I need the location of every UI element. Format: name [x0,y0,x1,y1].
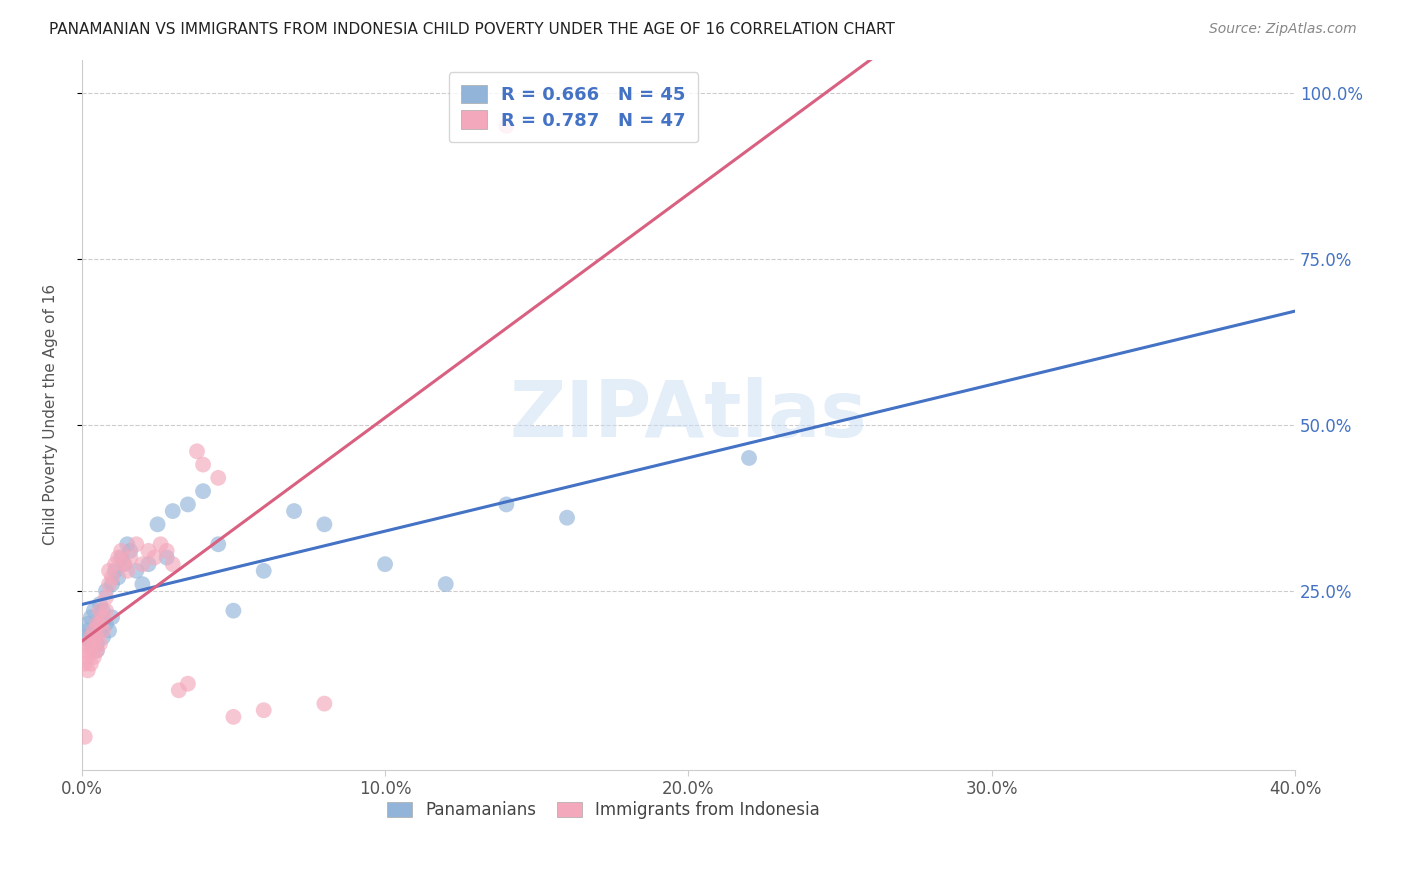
Point [112,557,135,571]
Point [104,564,127,578]
Point [143,550,166,565]
Text: ZIPAtlas: ZIPAtlas [509,376,868,453]
Point [191,458,214,472]
Point [73,630,96,644]
Point [138,544,160,558]
Point [125,564,148,578]
Point [80,630,103,644]
Point [167,683,190,698]
Point [80,630,103,644]
Point [83,604,105,618]
Point [98,564,121,578]
Point [314,517,336,532]
Point [222,604,245,618]
Point [98,577,121,591]
Point [83,624,105,638]
Point [107,570,129,584]
Point [89,637,111,651]
Point [156,550,179,565]
Point [80,657,103,671]
Point [115,537,138,551]
Point [80,637,103,651]
Point [76,650,98,665]
Point [177,676,200,690]
Point [76,637,98,651]
Legend: Panamanians, Immigrants from Indonesia: Panamanians, Immigrants from Indonesia [381,794,827,826]
Point [76,616,98,631]
Point [138,557,160,571]
Point [83,650,105,665]
Point [112,557,135,571]
Point [120,550,142,565]
Point [73,657,96,671]
Point [76,624,98,638]
Point [125,537,148,551]
Point [107,550,129,565]
Point [80,610,103,624]
Point [101,570,124,584]
Point [89,616,111,631]
Point [191,484,214,499]
Point [89,597,111,611]
Point [83,624,105,638]
Point [86,643,108,657]
Point [120,544,142,558]
Point [374,557,396,571]
Point [222,710,245,724]
Point [186,444,208,458]
Point [94,583,117,598]
Point [156,544,179,558]
Y-axis label: Child Poverty Under the Age of 16: Child Poverty Under the Age of 16 [44,285,58,545]
Point [146,517,169,532]
Point [115,564,138,578]
Point [86,637,108,651]
Point [207,537,229,551]
Point [86,616,108,631]
Point [104,557,127,571]
Point [101,577,124,591]
Point [314,697,336,711]
Point [110,544,132,558]
Point [86,630,108,644]
Point [110,550,132,565]
Point [80,643,103,657]
Point [253,703,276,717]
Point [162,504,184,518]
Point [89,604,111,618]
Point [131,577,153,591]
Point [149,537,172,551]
Point [162,557,184,571]
Point [101,610,124,624]
Point [86,643,108,657]
Point [76,664,98,678]
Point [86,616,108,631]
Point [94,604,117,618]
Point [98,624,121,638]
Point [555,510,578,524]
Point [177,498,200,512]
Point [91,624,114,638]
Point [73,643,96,657]
Text: PANAMANIAN VS IMMIGRANTS FROM INDONESIA CHILD POVERTY UNDER THE AGE OF 16 CORREL: PANAMANIAN VS IMMIGRANTS FROM INDONESIA … [49,22,896,37]
Point [495,119,517,133]
Point [434,577,457,591]
Point [83,637,105,651]
Point [91,610,114,624]
Point [207,471,229,485]
Point [495,498,517,512]
Point [131,557,153,571]
Point [283,504,305,518]
Point [253,564,276,578]
Point [89,624,111,638]
Point [91,630,114,644]
Point [73,730,96,744]
Point [94,616,117,631]
Text: Source: ZipAtlas.com: Source: ZipAtlas.com [1209,22,1357,37]
Point [738,450,761,465]
Point [91,604,114,618]
Point [94,591,117,605]
